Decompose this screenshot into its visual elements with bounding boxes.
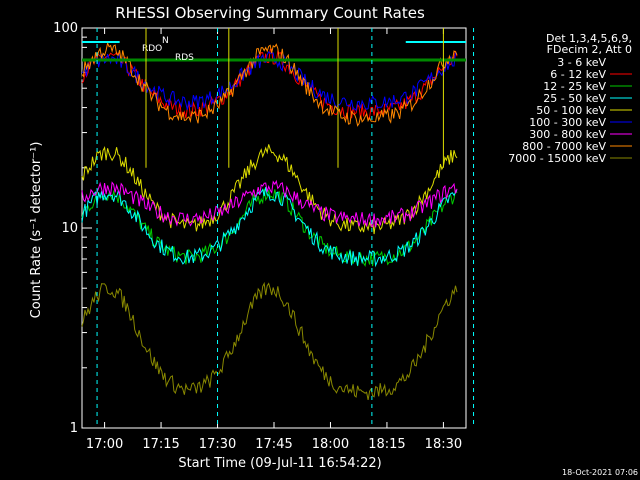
legend-header-2: FDecim 2, Att 0	[547, 43, 632, 56]
legend-header-1: Det 1,3,4,5,6,9,	[546, 32, 632, 45]
series-line-8	[81, 281, 458, 400]
annotation-2: RDS	[175, 53, 194, 63]
series-line-7	[81, 41, 458, 127]
series-line-3	[81, 187, 458, 268]
legend-label-7: 800 - 7000 keV	[522, 140, 606, 153]
timestamp: 18-Oct-2021 07:06	[562, 468, 638, 477]
legend-label-4: 50 - 100 keV	[536, 104, 606, 117]
chart-title: RHESSI Observing Summary Count Rates	[115, 4, 425, 22]
legend: Det 1,3,4,5,6,9, FDecim 2, Att 0 3 - 6 k…	[508, 32, 632, 165]
y-axis-label: Count Rate (s⁻¹ detector⁻¹)	[29, 142, 44, 319]
legend-label-0: 3 - 6 keV	[557, 56, 606, 69]
series-line-5	[81, 51, 458, 112]
legend-label-1: 6 - 12 keV	[550, 68, 606, 81]
legend-label-2: 12 - 25 keV	[543, 80, 606, 93]
plot-frame	[81, 27, 467, 429]
x-axis-label: Start Time (09-Jul-11 16:54:22)	[178, 456, 381, 471]
annotation-1: RDO	[142, 44, 162, 54]
x-tick-label-5: 18:15	[368, 437, 405, 452]
y-tick-label-0: 1	[70, 421, 78, 436]
x-tick-label-0: 17:00	[86, 437, 123, 452]
x-tick-label-3: 17:45	[255, 437, 292, 452]
legend-label-6: 300 - 800 keV	[529, 128, 606, 141]
x-tick-label-4: 18:00	[312, 437, 349, 452]
y-tick-label-2: 100	[53, 21, 78, 36]
legend-label-5: 100 - 300 keV	[529, 116, 606, 129]
legend-label-3: 25 - 50 keV	[543, 92, 606, 105]
y-tick-label-1: 10	[61, 221, 78, 236]
series-group	[81, 41, 458, 400]
annotation-0: N	[162, 36, 169, 46]
series-line-4	[81, 144, 458, 235]
axis-ticks: 17:00 17:15 17:30 17:45 18:00 18:15 18:30 1 10 10…	[53, 21, 462, 452]
series-line-2	[81, 188, 458, 267]
x-tick-label-6: 18:30	[425, 437, 462, 452]
series-line-6	[81, 179, 458, 228]
series-line-1	[81, 48, 458, 121]
legend-label-8: 7000 - 15000 keV	[508, 152, 606, 165]
x-tick-label-1: 17:15	[142, 437, 179, 452]
x-tick-label-2: 17:30	[199, 437, 236, 452]
